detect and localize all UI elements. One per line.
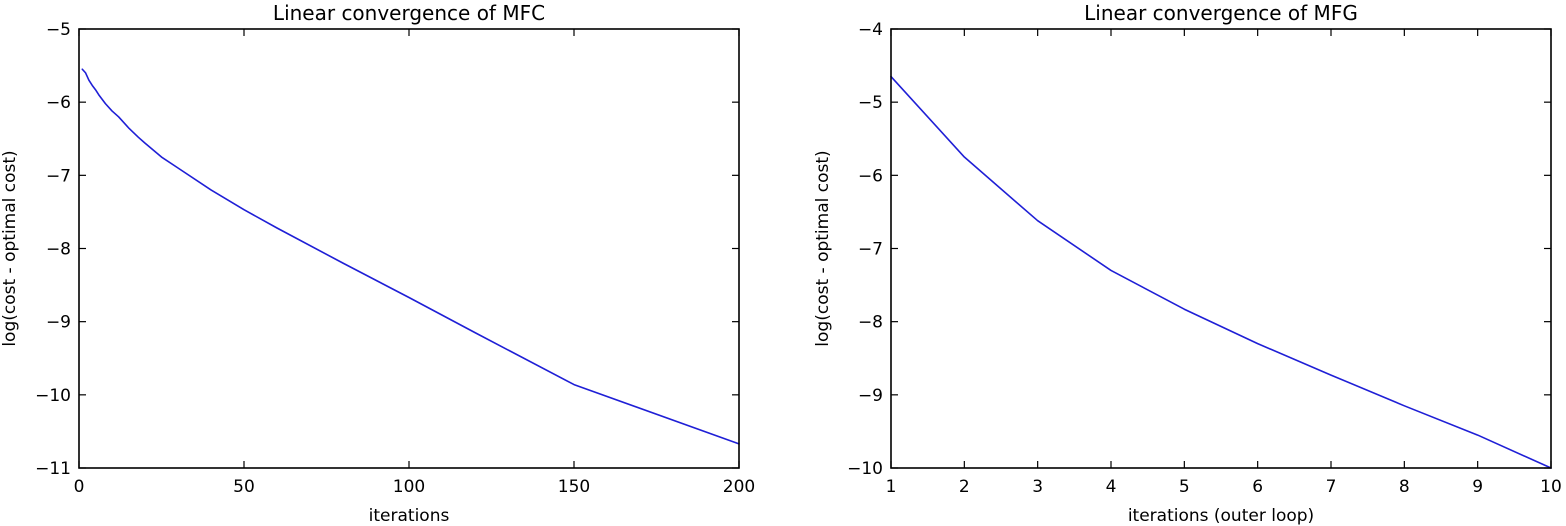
chart-mfg: Linear convergence of MFG 1 2 3 4 5 6 7 8 9 10 −4 −5… — [813, 1, 1562, 526]
mfg-plot-frame — [890, 28, 1552, 469]
mfg-ytick-label: −9 — [858, 386, 883, 406]
mfg-ytick-label: −5 — [858, 93, 883, 113]
mfc-y-axis-label: log(cost - optimal cost) — [0, 150, 20, 346]
chart-mfc: Linear convergence of MFC 0 50 100 150 200 −5 −… — [0, 1, 755, 526]
mfc-ytick-label: −8 — [46, 240, 71, 260]
mfg-xtick-label: 3 — [1032, 477, 1043, 497]
mfc-xtick-label: 150 — [558, 477, 590, 497]
mfc-ytick-label: −9 — [46, 313, 71, 333]
mfc-xtick-label: 100 — [393, 477, 425, 497]
mfg-xtick-label: 7 — [1326, 477, 1337, 497]
mfg-y-axis-label: log(cost - optimal cost) — [813, 150, 833, 346]
mfc-ytick-label: −10 — [35, 386, 71, 406]
mfg-xtick-label: 8 — [1399, 477, 1410, 497]
mfg-ytick-label: −4 — [858, 20, 883, 40]
mfg-ytick-label: −8 — [858, 313, 883, 333]
mfg-ytick-label: −10 — [847, 459, 883, 479]
mfg-x-axis-label: iterations (outer loop) — [1128, 506, 1314, 526]
mfg-xtick-label: 2 — [959, 477, 970, 497]
mfg-ytick-label: −6 — [858, 166, 883, 186]
mfc-title: Linear convergence of MFC — [273, 1, 545, 25]
mfc-xtick-label: 50 — [233, 477, 255, 497]
mfg-xtick-label: 9 — [1472, 477, 1483, 497]
mfc-plot-frame — [78, 28, 740, 469]
mfg-xtick-label: 4 — [1106, 477, 1117, 497]
mfc-x-axis-label: iterations — [369, 506, 450, 526]
mfg-series-line-0 — [890, 75, 1552, 469]
mfg-title: Linear convergence of MFG — [1084, 1, 1358, 25]
mfg-xtick-label: 6 — [1252, 477, 1263, 497]
mfc-xtick-label: 200 — [723, 477, 755, 497]
mfg-xtick-label: 10 — [1540, 477, 1562, 497]
mfc-ytick-label: −11 — [35, 459, 71, 479]
mfg-xtick-label: 1 — [886, 477, 897, 497]
mfg-ytick-label: −7 — [858, 240, 883, 260]
mfc-ytick-label: −5 — [46, 20, 71, 40]
mfc-ytick-label: −6 — [46, 93, 71, 113]
mfc-ytick-label: −7 — [46, 166, 71, 186]
mfc-xtick-label: 0 — [74, 477, 85, 497]
mfg-xtick-label: 5 — [1179, 477, 1190, 497]
mfc-series-line-0 — [81, 68, 740, 445]
